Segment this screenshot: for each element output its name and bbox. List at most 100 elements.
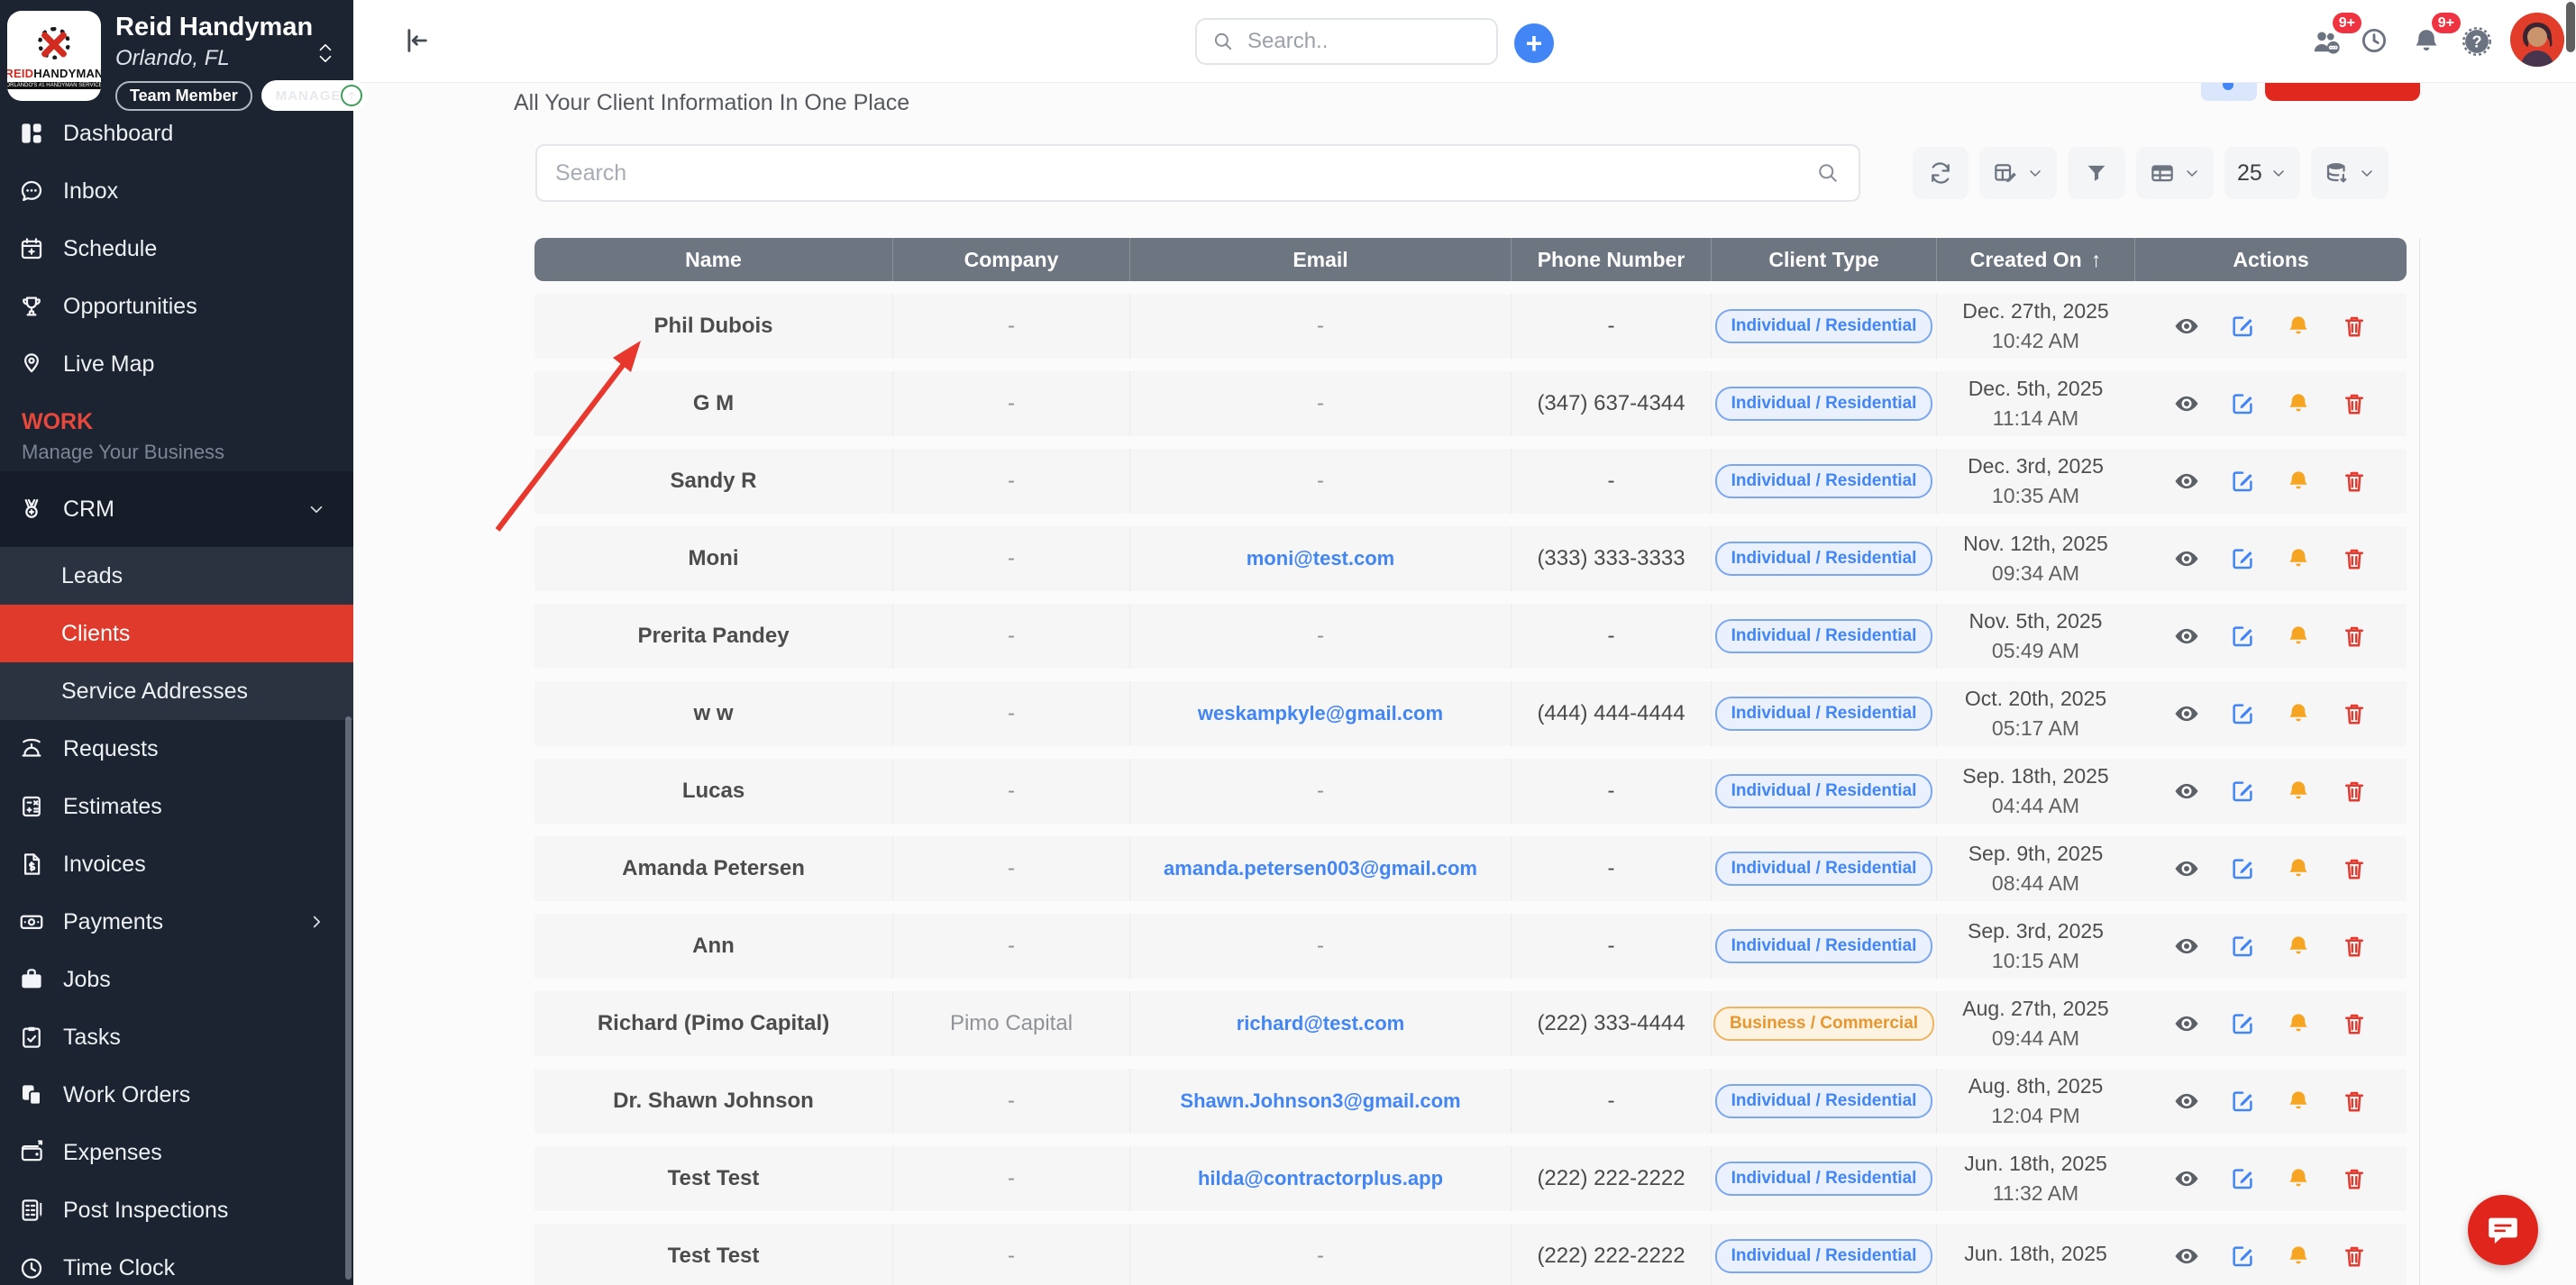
client-row[interactable]: Lucas - - - Individual / Residential Sep… <box>534 759 2407 824</box>
notify-button[interactable] <box>2285 313 2312 340</box>
notify-button[interactable] <box>2285 1088 2312 1115</box>
client-email-cell[interactable]: amanda.petersen003@gmail.com <box>1129 836 1511 901</box>
notify-button[interactable] <box>2285 623 2312 650</box>
team-chat-icon[interactable]: 9+ <box>2311 13 2361 58</box>
delete-button[interactable] <box>2341 933 2368 960</box>
view-button[interactable] <box>2173 545 2200 572</box>
client-email-cell[interactable]: - <box>1129 914 1511 979</box>
edit-button[interactable] <box>2229 855 2256 882</box>
user-avatar[interactable] <box>2510 13 2564 67</box>
history-clock-icon[interactable] <box>2359 25 2391 58</box>
sidebar-scrollbar[interactable] <box>345 716 352 1280</box>
view-button[interactable] <box>2173 1165 2200 1192</box>
edit-button[interactable] <box>2229 468 2256 495</box>
client-email-cell[interactable]: - <box>1129 759 1511 824</box>
global-search-input[interactable] <box>1247 29 1482 54</box>
sidebar-item-payments[interactable]: Payments <box>0 893 353 951</box>
client-email-cell[interactable]: weskampkyle@gmail.com <box>1129 681 1511 746</box>
view-button[interactable] <box>2173 700 2200 727</box>
client-row[interactable]: w w - weskampkyle@gmail.com (444) 444-44… <box>534 681 2407 746</box>
delete-button[interactable] <box>2341 855 2368 882</box>
client-email-cell[interactable]: - <box>1129 371 1511 436</box>
page-scrollbar[interactable] <box>2566 2 2575 52</box>
edit-button[interactable] <box>2229 1243 2256 1270</box>
notify-button[interactable] <box>2285 468 2312 495</box>
edit-button[interactable] <box>2229 700 2256 727</box>
sidebar-item-expenses[interactable]: Expenses <box>0 1124 353 1181</box>
sidebar-item-leads[interactable]: Leads <box>0 547 353 605</box>
client-row[interactable]: Test Test - - (222) 222-2222 Individual … <box>534 1224 2407 1285</box>
notify-button[interactable] <box>2285 778 2312 805</box>
sidebar-item-dashboard[interactable]: Dashboard <box>0 105 353 162</box>
delete-button[interactable] <box>2341 390 2368 417</box>
support-chat-button[interactable] <box>2468 1195 2538 1265</box>
column-header-phone[interactable]: Phone Number <box>1511 238 1711 281</box>
client-row[interactable]: Ann - - - Individual / Residential Sep. … <box>534 914 2407 979</box>
sidebar-item-inbox[interactable]: Inbox <box>0 162 353 220</box>
sidebar-item-requests[interactable]: Requests <box>0 720 353 778</box>
manage-button[interactable]: MANAGE <box>260 80 369 111</box>
client-row[interactable]: Moni - moni@test.com (333) 333-3333 Indi… <box>534 526 2407 591</box>
client-row[interactable]: Dr. Shawn Johnson - Shawn.Johnson3@gmail… <box>534 1069 2407 1134</box>
column-header-email[interactable]: Email <box>1129 238 1511 281</box>
sidebar-item-live-map[interactable]: Live Map <box>0 335 353 393</box>
view-button[interactable] <box>2173 313 2200 340</box>
notify-button[interactable] <box>2285 545 2312 572</box>
sidebar-item-crm[interactable]: CRM <box>0 471 353 547</box>
delete-button[interactable] <box>2341 1165 2368 1192</box>
notify-button[interactable] <box>2285 390 2312 417</box>
client-row[interactable]: Test Test - hilda@contractorplus.app (22… <box>534 1146 2407 1211</box>
delete-button[interactable] <box>2341 545 2368 572</box>
delete-button[interactable] <box>2341 313 2368 340</box>
account-switcher-icon[interactable] <box>315 40 335 67</box>
notifications-bell-icon[interactable]: 9+ <box>2410 13 2461 58</box>
sidebar-item-work-orders[interactable]: Work Orders <box>0 1066 353 1124</box>
edit-button[interactable] <box>2229 313 2256 340</box>
client-email-cell[interactable]: hilda@contractorplus.app <box>1129 1146 1511 1211</box>
collapse-sidebar-icon[interactable] <box>400 25 431 56</box>
import-clients-button[interactable] <box>2201 79 2257 101</box>
client-email-cell[interactable]: Shawn.Johnson3@gmail.com <box>1129 1069 1511 1134</box>
edit-button[interactable] <box>2229 1165 2256 1192</box>
sidebar-item-opportunities[interactable]: Opportunities <box>0 278 353 335</box>
column-header-name[interactable]: Name <box>685 247 742 271</box>
page-size-select[interactable]: 25 <box>2224 147 2300 199</box>
edit-button[interactable] <box>2229 778 2256 805</box>
quick-add-button[interactable]: + <box>1514 23 1554 63</box>
notify-button[interactable] <box>2285 1165 2312 1192</box>
sidebar-item-invoices[interactable]: Invoices <box>0 835 353 893</box>
sidebar-item-service-addresses[interactable]: Service Addresses <box>0 662 353 720</box>
delete-button[interactable] <box>2341 1088 2368 1115</box>
view-button[interactable] <box>2173 468 2200 495</box>
client-row[interactable]: Richard (Pimo Capital) Pimo Capital rich… <box>534 991 2407 1056</box>
notify-button[interactable] <box>2285 933 2312 960</box>
column-header-created-on[interactable]: Created On ↑ <box>1936 238 2134 281</box>
sidebar-item-schedule[interactable]: Schedule <box>0 220 353 278</box>
delete-button[interactable] <box>2341 1010 2368 1037</box>
client-email-cell[interactable]: moni@test.com <box>1129 526 1511 591</box>
view-button[interactable] <box>2173 390 2200 417</box>
filter-button[interactable] <box>2068 147 2125 199</box>
client-email-cell[interactable]: - <box>1129 1224 1511 1285</box>
view-button[interactable] <box>2173 855 2200 882</box>
view-button[interactable] <box>2173 1088 2200 1115</box>
view-button[interactable] <box>2173 1010 2200 1037</box>
brand-header[interactable]: REIDHANDYMAN ORLANDO'S #1 HANDYMAN SERVI… <box>0 0 369 111</box>
bulk-edit-button[interactable] <box>1979 147 2057 199</box>
new-client-button[interactable] <box>2265 83 2420 101</box>
help-icon[interactable]: ? <box>2461 25 2493 58</box>
view-button[interactable] <box>2173 1243 2200 1270</box>
table-search-input[interactable] <box>555 159 1815 187</box>
edit-button[interactable] <box>2229 1010 2256 1037</box>
edit-button[interactable] <box>2229 623 2256 650</box>
export-data-button[interactable] <box>2310 147 2389 199</box>
edit-button[interactable] <box>2229 1088 2256 1115</box>
edit-button[interactable] <box>2229 933 2256 960</box>
client-row[interactable]: G M - - (347) 637-4344 Individual / Resi… <box>534 371 2407 436</box>
edit-button[interactable] <box>2229 390 2256 417</box>
client-email-cell[interactable]: - <box>1129 604 1511 669</box>
refresh-button[interactable] <box>1913 147 1969 199</box>
view-button[interactable] <box>2173 778 2200 805</box>
sidebar-item-jobs[interactable]: Jobs <box>0 951 353 1008</box>
client-email-cell[interactable]: richard@test.com <box>1129 991 1511 1056</box>
